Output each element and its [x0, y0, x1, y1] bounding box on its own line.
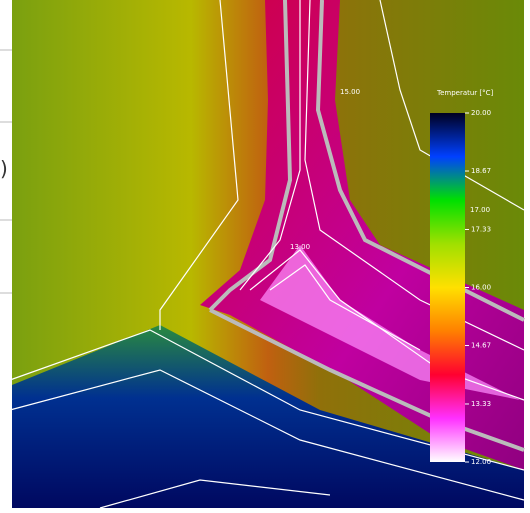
- ui-fragment: ): [0, 157, 8, 181]
- colorbar: Temperatur [°C] 20.00 18.67 17.33 16.00 14.6…: [430, 89, 494, 466]
- colorbar-title: Temperatur [°C]: [436, 89, 494, 97]
- colorbar-tick-label: 18.67: [471, 167, 491, 175]
- contour-label: 17.00: [470, 206, 490, 214]
- contour-label: 13.00: [290, 243, 310, 251]
- contour-label: 15.00: [340, 88, 360, 96]
- colorbar-tick-label: 12.00: [471, 458, 491, 466]
- cold-region: [12, 325, 524, 508]
- colorbar-ramp: [430, 113, 465, 462]
- colorbar-tick-label: 16.00: [471, 284, 491, 292]
- colorbar-tick-label: 13.33: [471, 400, 491, 408]
- core: [260, 245, 520, 400]
- colorbar-tick-label: 20.00: [471, 109, 491, 117]
- colorbar-tick-label: 17.33: [471, 225, 491, 233]
- colorbar-tick-label: 14.67: [471, 342, 491, 350]
